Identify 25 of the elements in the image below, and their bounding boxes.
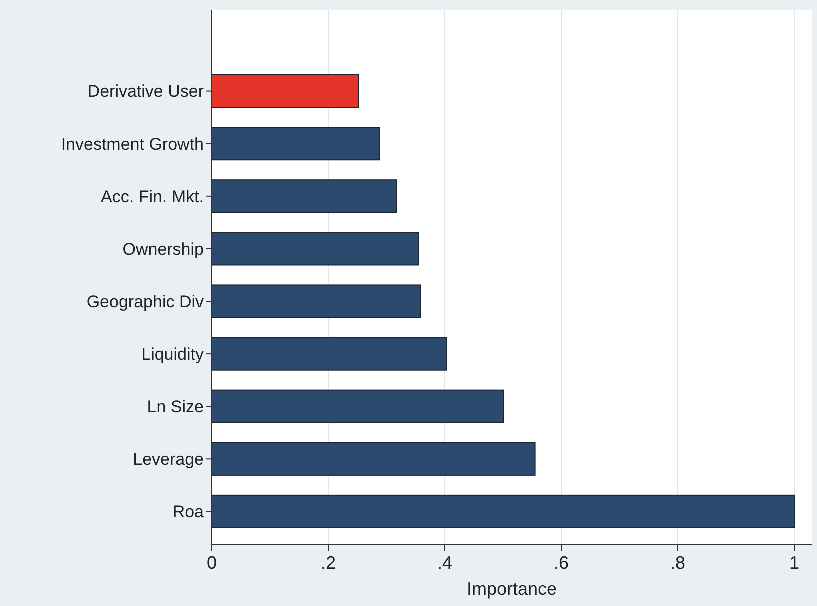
- bar: [212, 442, 536, 476]
- x-tick-label: .6: [554, 553, 570, 573]
- y-tick-label: Derivative User: [88, 82, 204, 102]
- bar: [212, 232, 420, 266]
- y-tick-label: Leverage: [133, 450, 204, 470]
- x-tick-label: 0: [206, 553, 218, 573]
- y-tick-label: Acc. Fin. Mkt.: [101, 187, 204, 206]
- x-tick-label: .4: [438, 553, 453, 573]
- bar: [212, 284, 422, 318]
- y-tick-label: Geographic Div: [86, 292, 204, 312]
- bar: [212, 180, 398, 214]
- bar: [212, 337, 448, 371]
- x-tick-label: .2: [320, 553, 336, 573]
- bar: [212, 74, 360, 108]
- y-tick-label: Ln Size: [147, 398, 204, 417]
- bar: [212, 127, 380, 161]
- x-tick-label: 1: [790, 553, 800, 573]
- y-tick-label: Roa: [172, 502, 205, 522]
- x-axis-title: Importance: [466, 579, 558, 599]
- x-tick-label: .8: [670, 553, 686, 573]
- y-tick-label: Liquidity: [142, 345, 204, 364]
- y-tick-label: Investment Growth: [61, 134, 204, 154]
- bar: [212, 494, 796, 528]
- y-tick-label: Ownership: [122, 240, 204, 259]
- bar: [212, 390, 504, 424]
